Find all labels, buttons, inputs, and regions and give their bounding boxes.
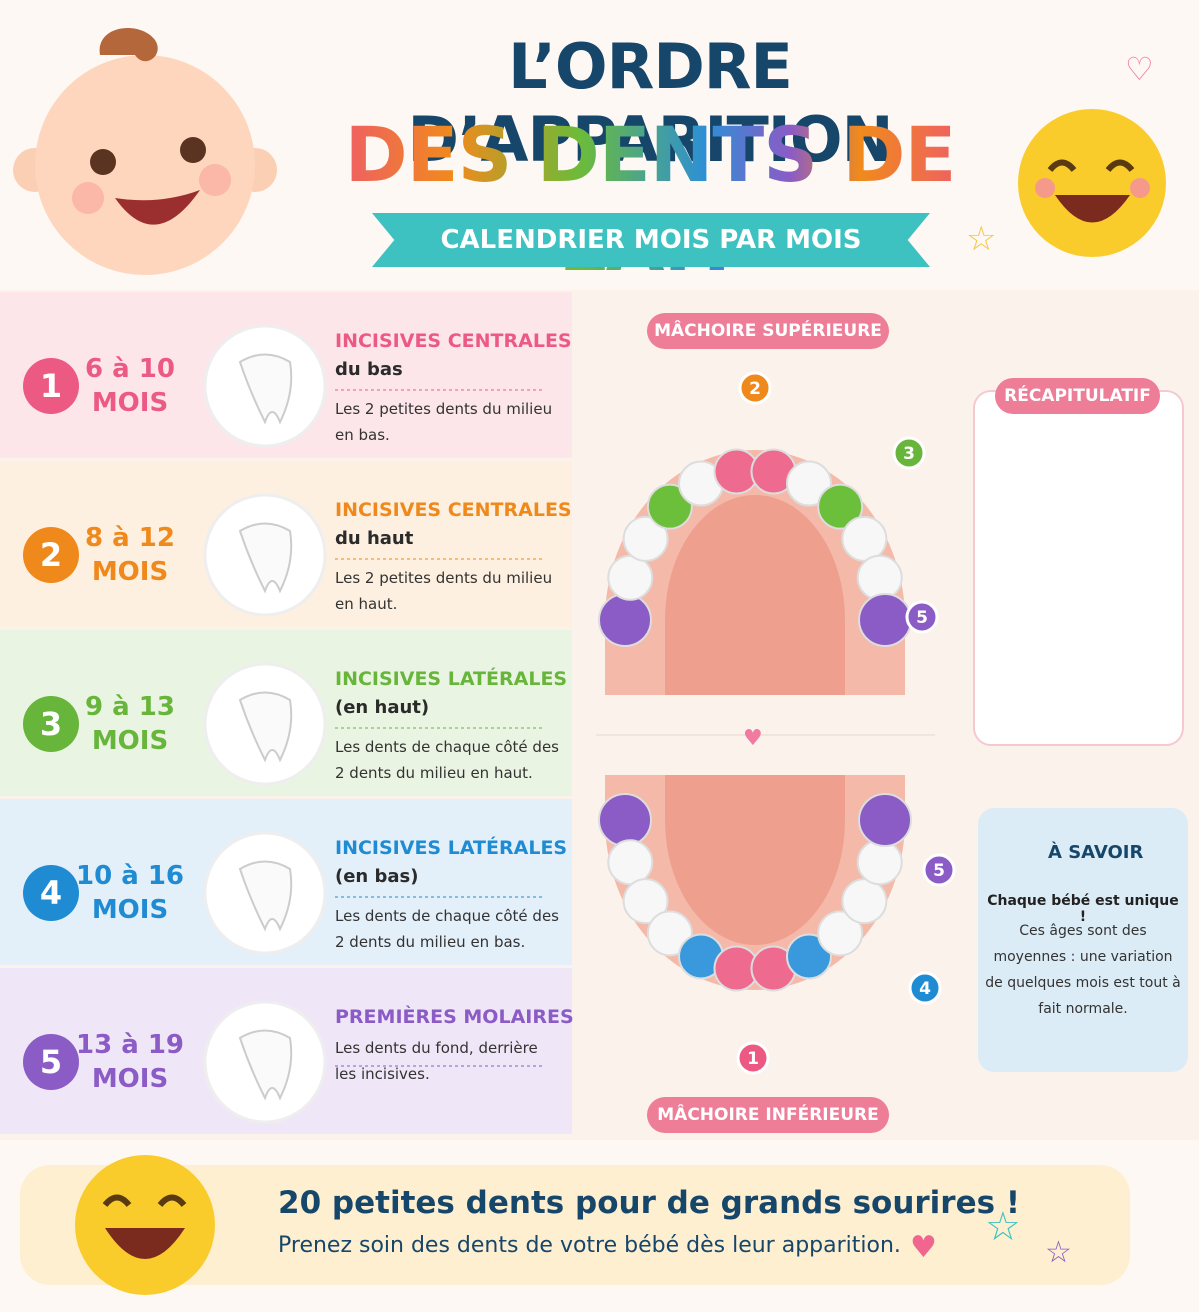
jaw-marker-number: 5 [916, 608, 928, 628]
heart-deco: ♡ [1125, 50, 1154, 88]
tooth [622, 878, 669, 925]
palate [665, 495, 845, 695]
jaw-marker-number: 1 [747, 1049, 759, 1069]
step-age: 9 à 13 [85, 692, 175, 722]
title-line1: L’ORDRE D’APPARITION [408, 30, 894, 176]
star-deco: ☆ [966, 219, 996, 259]
jaw-marker [892, 436, 926, 470]
step-badge [23, 527, 79, 583]
jaw-marker [922, 853, 956, 887]
tooth [646, 483, 693, 530]
palate [665, 775, 845, 945]
jaw-marker [905, 600, 939, 634]
step-age: 6 à 10 [85, 354, 175, 384]
step-title: INCISIVES LATÉRALES [335, 837, 568, 859]
heart-deco: ♥ [910, 1230, 937, 1265]
step-number: 4 [40, 874, 62, 912]
step-number: 5 [40, 1043, 62, 1081]
smiley-footer [75, 1155, 215, 1295]
tooth-icon [238, 691, 293, 763]
lower-jaw-label: MÂCHOIRE INFÉRIEURE [647, 1097, 889, 1133]
tooth-icon [238, 353, 293, 425]
step-title: INCISIVES LATÉRALES [335, 668, 568, 690]
step-badge [23, 696, 79, 752]
step-description: Les dents de chaque côté des 2 dents du … [335, 738, 559, 782]
tooth [646, 910, 693, 957]
step-unit: MOIS [91, 726, 169, 756]
upper-jaw-label: MÂCHOIRE SUPÉRIEURE [647, 313, 889, 349]
footer-bg [20, 1165, 1130, 1285]
tooth [841, 515, 888, 562]
jaw-marker-number: 4 [919, 979, 931, 999]
info-title: À SAVOIR [1048, 842, 1144, 863]
tooth [817, 483, 864, 530]
step-title: INCISIVES CENTRALES [335, 499, 572, 521]
step-age: 13 à 19 [75, 1030, 184, 1060]
tooth [786, 933, 833, 980]
step-unit: MOIS [91, 895, 169, 925]
star-deco: ☆ [1045, 1235, 1072, 1270]
step-badge [23, 1034, 79, 1090]
step-description: Les 2 petites dents du milieu en haut. [335, 569, 553, 613]
tooth [607, 554, 654, 601]
tooth [858, 793, 912, 847]
step-subtitle: du haut [335, 528, 414, 549]
tooth [841, 878, 888, 925]
step-subtitle: du bas [335, 359, 403, 380]
step-number: 3 [40, 705, 62, 743]
step-description: Les dents de chaque côté des 2 dents du … [335, 907, 559, 951]
recap-box [973, 390, 1184, 746]
jaw-marker-number: 5 [933, 861, 945, 881]
step-unit: MOIS [91, 1064, 169, 1094]
tooth-icon [238, 1029, 293, 1101]
tooth [598, 593, 652, 647]
step-description: Les 2 petites dents du milieu en bas. [335, 400, 553, 444]
tooth [858, 593, 912, 647]
tooth [817, 910, 864, 957]
step-title: PREMIÈRES MOLAIRES [335, 1006, 574, 1028]
step-subtitle: (en haut) [335, 697, 430, 718]
step-age: 8 à 12 [85, 523, 175, 553]
step-number: 1 [40, 367, 62, 405]
jaw-marker [738, 371, 772, 405]
smiley-top [1018, 109, 1166, 257]
tooth [856, 839, 903, 886]
jaw-marker-number: 2 [749, 379, 761, 399]
footer-title: 20 petites dents pour de grands sourires… [278, 1185, 1021, 1221]
tooth [607, 839, 654, 886]
step-number: 2 [40, 536, 62, 574]
banner: CALENDRIER MOIS PAR MOIS [372, 213, 930, 267]
tooth [598, 793, 652, 847]
step-title: INCISIVES CENTRALES [335, 330, 572, 352]
jaw-marker-number: 3 [903, 444, 915, 464]
tooth [786, 460, 833, 507]
star-deco: ☆ [985, 1204, 1021, 1250]
step-badge [23, 865, 79, 921]
tooth [856, 554, 903, 601]
step-unit: MOIS [91, 557, 169, 587]
recap-title: RÉCAPITULATIF [995, 378, 1160, 414]
step-subtitle: (en bas) [335, 866, 419, 887]
footer-subtitle: Prenez soin des dents de votre bébé dès … [278, 1233, 901, 1258]
jaw-marker [736, 1041, 770, 1075]
baby-face [13, 27, 277, 275]
info-text: Ces âges sont des moyennes : une variati… [985, 923, 1181, 1017]
step-description: Les dents du fond, derrière les incisive… [335, 1039, 538, 1083]
tooth-icon [238, 522, 293, 594]
step-unit: MOIS [91, 388, 169, 418]
info-lead: Chaque bébé est unique ! [987, 893, 1179, 925]
heart-deco: ♥ [743, 726, 763, 751]
jaw-marker [908, 971, 942, 1005]
tooth [622, 515, 669, 562]
step-badge [23, 358, 79, 414]
tooth-icon [238, 860, 293, 932]
info-box [978, 808, 1188, 1072]
step-age: 10 à 16 [75, 861, 184, 891]
